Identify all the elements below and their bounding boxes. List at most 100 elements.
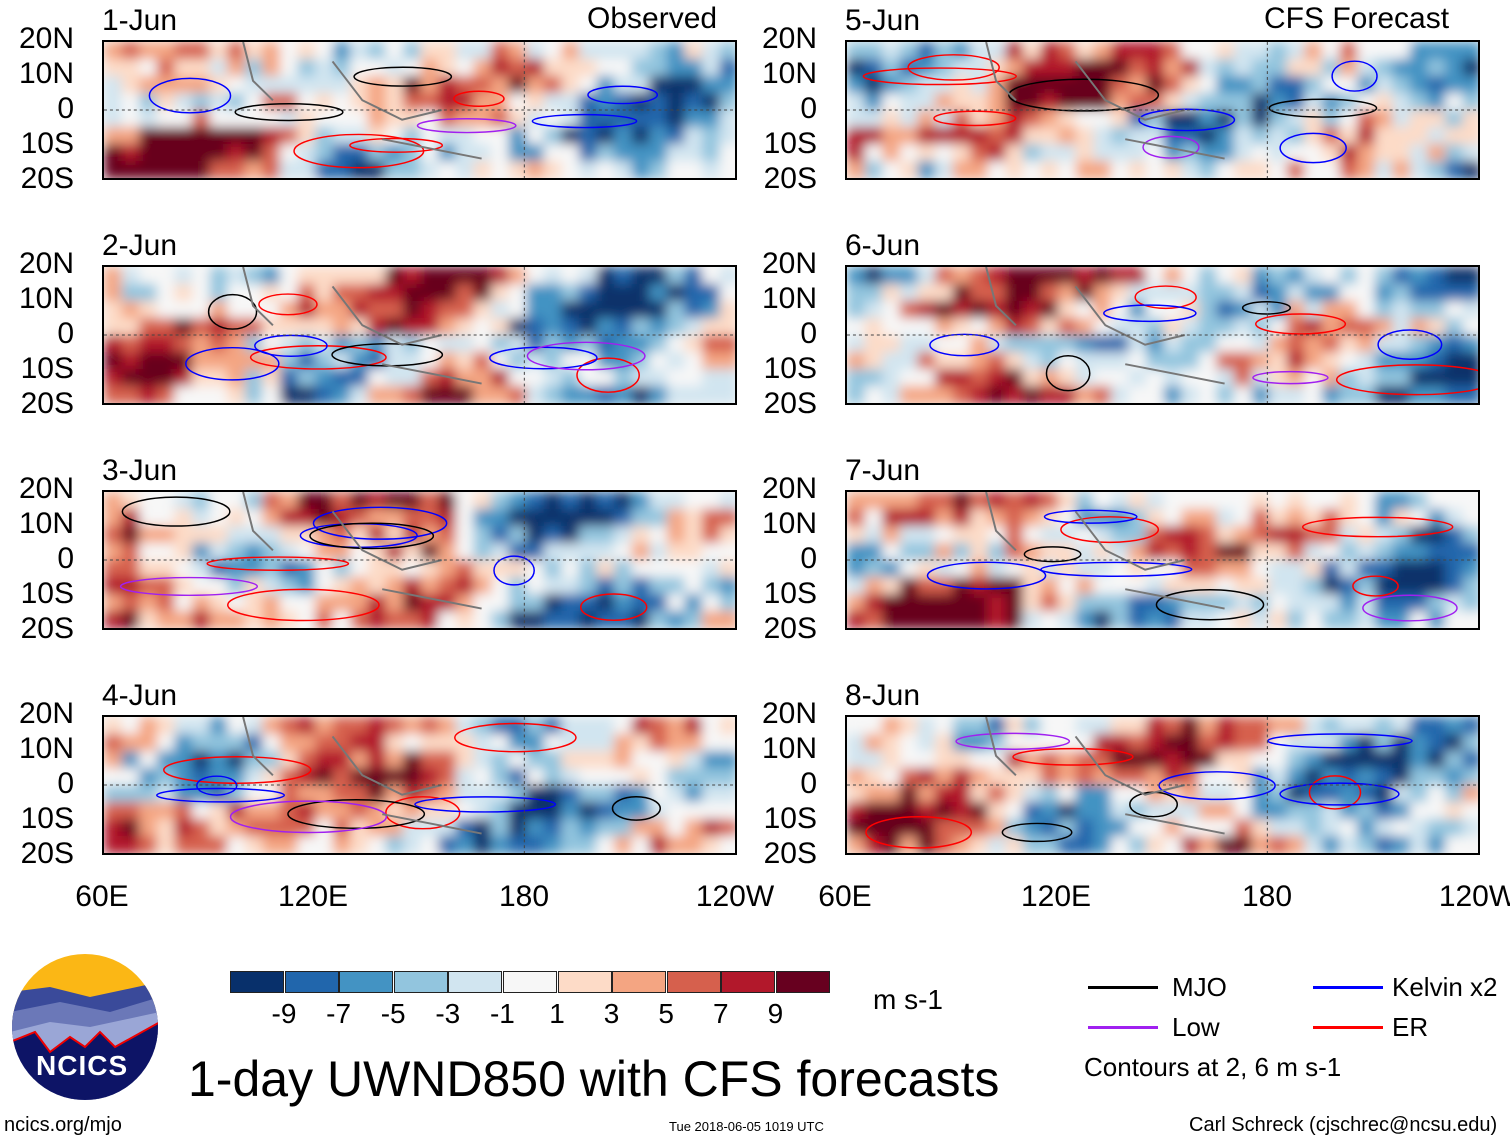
wind-cell <box>174 369 193 387</box>
wind-cell <box>1427 127 1446 145</box>
wind-cell <box>1251 144 1270 162</box>
wind-cell <box>899 110 919 128</box>
wind-cell <box>139 526 158 544</box>
contour-line <box>926 561 1047 590</box>
wind-cell <box>438 144 457 162</box>
wind-cell <box>934 369 954 387</box>
wind-cell <box>104 59 123 77</box>
wind-cell <box>1251 836 1270 853</box>
wind-cell <box>578 110 598 128</box>
wind-cell <box>350 144 369 162</box>
wind-cell <box>174 318 193 336</box>
wind-cell <box>1058 352 1077 370</box>
wind-cell <box>227 110 246 128</box>
wind-cell <box>367 802 387 820</box>
wind-cell <box>917 819 936 837</box>
wind-cell <box>262 802 281 820</box>
wind-cell <box>1445 318 1464 336</box>
wind-cell <box>684 526 703 544</box>
wind-cell <box>1427 751 1446 769</box>
wind-cell <box>1251 802 1270 820</box>
wind-cell <box>473 318 492 336</box>
wind-cell <box>1304 267 1323 285</box>
wind-cell <box>1427 802 1446 820</box>
contour-line <box>1001 822 1073 843</box>
footer-url[interactable]: ncics.org/mjo <box>4 1114 122 1136</box>
wind-cell <box>1392 76 1411 94</box>
wind-cell <box>1022 492 1042 510</box>
wind-cell <box>455 284 475 302</box>
wind-cell <box>1321 734 1341 752</box>
contour-line <box>148 77 232 114</box>
wind-cell <box>1058 318 1077 336</box>
wind-cell <box>1005 369 1024 387</box>
wind-cell <box>1445 352 1464 370</box>
wind-cell <box>1462 785 1478 803</box>
wind-cell <box>614 318 633 336</box>
wind-cell <box>917 386 936 403</box>
wind-cell <box>1251 386 1270 403</box>
wind-cell <box>1339 819 1358 837</box>
wind-cell <box>1269 785 1288 803</box>
wind-cell <box>1445 768 1464 786</box>
wind-cell <box>561 819 580 837</box>
wind-cell <box>1022 127 1042 145</box>
wind-cell <box>473 301 492 319</box>
wind-cell <box>1357 751 1376 769</box>
wind-cell <box>1022 144 1042 162</box>
wind-cell <box>684 492 703 510</box>
wind-cell <box>508 768 527 786</box>
wind-cell <box>987 127 1007 145</box>
wind-cell <box>1409 284 1429 302</box>
wind-cell <box>649 144 668 162</box>
wind-cell <box>1339 802 1358 820</box>
wind-cell <box>1269 42 1288 60</box>
wind-cell <box>121 543 140 561</box>
wind-cell <box>1110 768 1130 786</box>
wind-cell <box>596 594 615 612</box>
wind-cell <box>209 594 228 612</box>
wind-cell <box>649 768 668 786</box>
wind-cell <box>917 267 936 285</box>
wind-cell <box>227 284 246 302</box>
wind-cell <box>139 352 158 370</box>
wind-cell <box>1269 768 1288 786</box>
wind-cell <box>1146 318 1165 336</box>
wind-cell <box>1357 577 1376 595</box>
contour-line <box>416 117 517 134</box>
wind-cell <box>139 267 158 285</box>
contour-line <box>258 293 318 316</box>
wind-cell <box>473 59 492 77</box>
wind-cell <box>578 42 598 60</box>
wind-cell <box>1339 284 1358 302</box>
wind-cell <box>315 127 334 145</box>
wind-cell <box>104 267 123 285</box>
wind-cell <box>649 802 668 820</box>
wind-cell <box>1269 127 1288 145</box>
wind-cell <box>614 751 633 769</box>
wind-cell <box>156 369 176 387</box>
wind-cell <box>367 42 387 60</box>
wind-cell <box>332 386 352 403</box>
wind-cell <box>1269 352 1288 370</box>
wind-cell <box>899 369 919 387</box>
wind-cell <box>1321 577 1341 595</box>
wind-cell <box>297 267 316 285</box>
wind-cell <box>490 526 510 544</box>
wind-cell <box>917 543 936 561</box>
wind-cell <box>139 577 158 595</box>
wind-cell <box>1146 335 1165 353</box>
wind-cell <box>666 110 686 128</box>
wind-cell <box>1409 42 1429 60</box>
wind-cell <box>438 352 457 370</box>
wind-cell <box>847 386 866 403</box>
wind-cell <box>244 526 264 544</box>
wind-cell <box>332 611 352 628</box>
wind-cell <box>1233 611 1253 628</box>
wind-cell <box>970 335 989 353</box>
wind-cell <box>1040 127 1059 145</box>
wind-field <box>104 492 735 628</box>
wind-cell <box>1304 386 1323 403</box>
wind-cell <box>1040 93 1059 111</box>
wind-cell <box>297 768 316 786</box>
